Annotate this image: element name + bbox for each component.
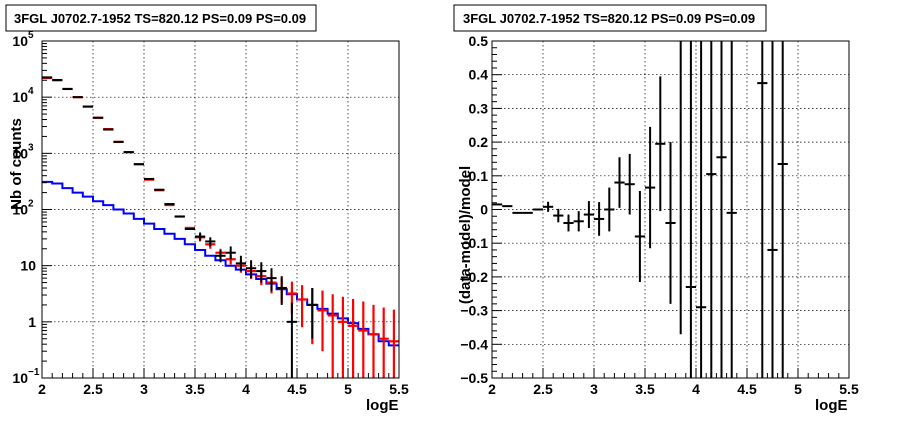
y-tick-label: 10: [12, 33, 28, 49]
y-tick-exponent: −1: [28, 367, 40, 378]
model-point: [337, 296, 348, 378]
model-point: [317, 290, 328, 352]
residual-point: [777, 41, 788, 378]
y-tick-label: 10: [12, 202, 28, 218]
model-point: [327, 294, 338, 378]
y-tick-label: 10: [12, 145, 28, 161]
residual-point: [726, 41, 737, 378]
series-layer: [42, 76, 399, 378]
x-tick-label: 5.5: [839, 381, 859, 397]
y-tick-label: −0.4: [460, 336, 488, 352]
data-point: [246, 260, 257, 279]
data-point: [256, 262, 267, 283]
y-tick-label: −0.3: [460, 303, 488, 319]
x-tick-label: 5.5: [389, 381, 409, 397]
residual-point: [543, 201, 554, 212]
residual-point: [594, 202, 605, 236]
residual-point: [573, 211, 584, 232]
model-point: [388, 309, 399, 378]
model-point: [358, 301, 369, 378]
residual-point: [757, 41, 768, 378]
y-tick-label: −0.2: [460, 269, 488, 285]
y-tick-label: 0.4: [469, 67, 489, 83]
x-tick-label: 4.5: [287, 381, 307, 397]
counts-panel: 3FGL J0702.7-1952 TS=820.12 PS=0.09 PS=0…: [5, 4, 409, 414]
residual-point: [665, 142, 676, 304]
data-point: [286, 302, 297, 378]
y-tick-label: −0.5: [460, 370, 488, 386]
x-axis-label: logE: [366, 397, 399, 414]
grid: [492, 41, 849, 378]
y-tick-label: 10: [12, 370, 28, 386]
y-tick-exponent: 4: [28, 86, 34, 97]
x-tick-label: 3.5: [185, 381, 205, 397]
title-box: [453, 4, 767, 32]
data-point: [307, 288, 318, 339]
grid: [42, 41, 399, 378]
x-tick-label: 3.5: [635, 381, 655, 397]
residual-point: [553, 208, 564, 223]
data-point: [266, 268, 277, 292]
x-tick-label: 3: [140, 381, 148, 397]
model-point: [348, 298, 359, 378]
x-tick-label: 4: [242, 381, 250, 397]
residual-point: [645, 126, 656, 249]
title-box: [5, 4, 317, 32]
residual-point: [767, 41, 778, 378]
x-tick-label: 4.5: [737, 381, 757, 397]
x-axis-label: logE: [815, 397, 848, 414]
residual-point: [655, 76, 666, 212]
data-point: [205, 237, 216, 247]
data-point: [225, 246, 236, 260]
data-point: [276, 276, 287, 305]
x-tick-label: 2: [38, 381, 46, 397]
y-tick-exponent: 5: [28, 30, 34, 41]
axis-ticks: 2 2.5 3 3.5 4 4.5 5 5.5 −0.5 −0.4 −0.3 −0.2 −0.1 0 0.1…: [460, 33, 859, 397]
data-point: [215, 250, 226, 263]
y-axis-label: Nb of counts: [8, 118, 25, 210]
model-point: [378, 307, 389, 378]
y-tick-label: 10: [20, 258, 36, 274]
residual-point: [685, 41, 696, 378]
data-point: [235, 255, 246, 272]
plot-frame: [41, 40, 400, 379]
x-tick-label: 3: [590, 381, 598, 397]
y-tick-exponent: 3: [28, 142, 34, 153]
x-tick-label: 2: [488, 381, 496, 397]
x-tick-label: 4: [692, 381, 700, 397]
model-point: [297, 285, 308, 328]
residual-point: [706, 41, 717, 378]
y-tick-label: 0.2: [469, 134, 489, 150]
y-tick-label: 0: [480, 202, 488, 218]
y-tick-label: 1: [28, 314, 36, 330]
data-point: [195, 232, 206, 241]
y-axis-label: (data-model)/model: [457, 166, 474, 304]
chart-title: 3FGL J0702.7-1952 TS=820.12 PS=0.09 PS=0…: [463, 11, 755, 26]
y-tick-label: 0.1: [469, 168, 489, 184]
x-tick-label: 2.5: [83, 381, 103, 397]
series-layer: [492, 41, 788, 378]
x-tick-label: 2.5: [533, 381, 553, 397]
x-tick-label: 5: [344, 381, 352, 397]
residual-panel: 3FGL J0702.7-1952 TS=820.12 PS=0.09 PS=0…: [453, 4, 859, 414]
y-tick-label: 10: [12, 89, 28, 105]
residual-point: [716, 41, 727, 378]
y-tick-label: 0.5: [469, 33, 489, 49]
x-tick-label: 5: [794, 381, 802, 397]
residual-point: [624, 153, 635, 215]
residual-point: [583, 201, 594, 229]
residual-point: [696, 41, 707, 378]
y-tick-exponent: 2: [28, 199, 34, 210]
model-point: [368, 304, 379, 378]
chart-title: 3FGL J0702.7-1952 TS=820.12 PS=0.09 PS=0…: [14, 11, 306, 26]
residual-point: [634, 190, 645, 282]
y-tick-label: −0.1: [460, 235, 488, 251]
y-tick-label: 0.3: [469, 100, 489, 116]
residual-point: [604, 187, 615, 232]
residual-point: [563, 214, 574, 232]
residual-point: [614, 157, 625, 208]
